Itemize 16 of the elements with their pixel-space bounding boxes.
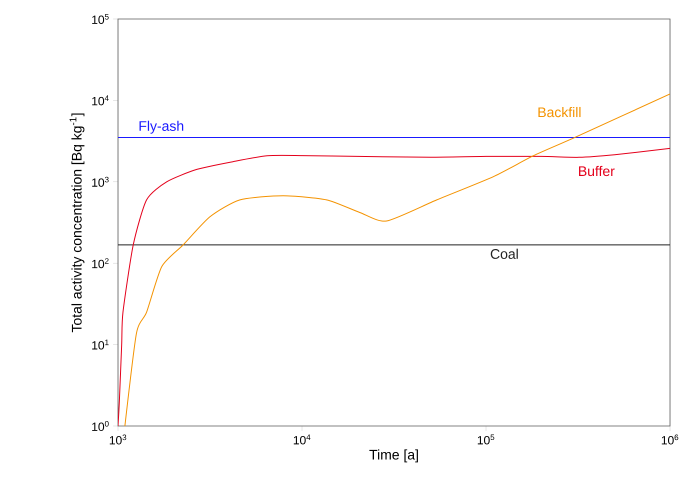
y-tick-label: 10$^{1}$ xyxy=(92,340,109,350)
y-axis-title: Total activity concentration [Bq kg$^{-1}$] xyxy=(70,113,84,332)
x-tick-label: 10$^{4}$ xyxy=(294,434,310,444)
y-tick-label: 10$^{4}$ xyxy=(92,95,109,106)
y-tick-label: 10$^{2}$ xyxy=(92,258,109,268)
series-label: Buffer xyxy=(579,166,615,176)
x-axis-title: Time [a] xyxy=(369,449,418,462)
x-tick-label: 10$^{5}$ xyxy=(478,434,494,444)
y-tick-label: 10$^{0}$ xyxy=(92,420,109,431)
y-tick-label: 10$^{3}$ xyxy=(92,176,109,187)
x-tick-label: 10$^{3}$ xyxy=(110,434,126,445)
ref-line-label: Fly-ash xyxy=(140,120,184,134)
series-label: Backfill xyxy=(538,106,581,118)
ref-line-label: Coal xyxy=(490,248,518,259)
x-tick-label: 10$^{6}$ xyxy=(662,434,678,445)
y-tick-label: 10$^{5}$ xyxy=(92,14,109,24)
